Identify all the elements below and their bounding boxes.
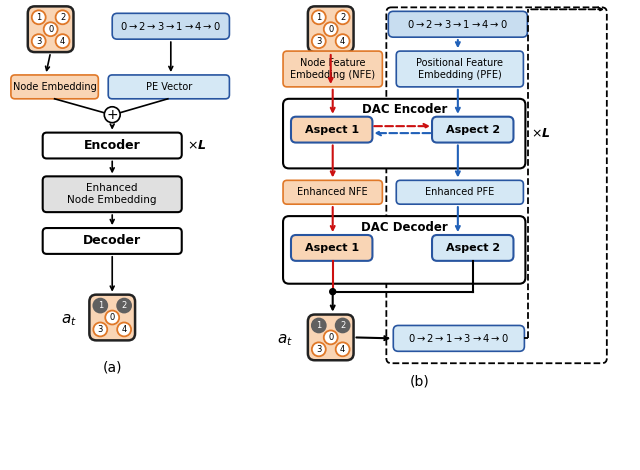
Text: 0: 0 <box>48 25 53 34</box>
Circle shape <box>56 34 70 48</box>
Circle shape <box>336 319 349 332</box>
FancyBboxPatch shape <box>283 180 382 204</box>
FancyBboxPatch shape <box>432 235 513 261</box>
Text: 1: 1 <box>36 13 42 22</box>
Circle shape <box>312 319 326 332</box>
Circle shape <box>312 34 326 48</box>
FancyBboxPatch shape <box>308 314 353 360</box>
Text: $0{\to}2{\to}3{\to}1{\to}4{\to}0$: $0{\to}2{\to}3{\to}1{\to}4{\to}0$ <box>120 20 221 32</box>
FancyBboxPatch shape <box>396 51 524 87</box>
FancyBboxPatch shape <box>283 216 525 284</box>
Circle shape <box>336 34 349 48</box>
FancyBboxPatch shape <box>28 7 74 52</box>
FancyBboxPatch shape <box>388 11 527 37</box>
Text: 2: 2 <box>122 301 127 310</box>
Text: Node Embedding: Node Embedding <box>13 82 97 92</box>
Circle shape <box>312 342 326 356</box>
Circle shape <box>117 298 131 313</box>
Text: Aspect 2: Aspect 2 <box>445 243 500 253</box>
Text: 4: 4 <box>60 37 65 46</box>
Text: Node Embedding: Node Embedding <box>67 195 157 205</box>
Circle shape <box>324 330 338 345</box>
FancyBboxPatch shape <box>394 325 524 351</box>
Circle shape <box>330 289 336 295</box>
Text: $\times\boldsymbol{L}$: $\times\boldsymbol{L}$ <box>531 127 551 140</box>
Text: $0{\to}2{\to}3{\to}1{\to}4{\to}0$: $0{\to}2{\to}3{\to}1{\to}4{\to}0$ <box>408 18 508 30</box>
Text: 3: 3 <box>36 37 42 46</box>
Circle shape <box>312 10 326 24</box>
Circle shape <box>117 322 131 337</box>
Text: (b): (b) <box>410 374 430 388</box>
Text: Aspect 2: Aspect 2 <box>445 125 500 134</box>
Text: Enhanced PFE: Enhanced PFE <box>425 187 495 197</box>
Text: 2: 2 <box>340 321 345 330</box>
Text: $a_t$: $a_t$ <box>277 332 293 348</box>
Text: Decoder: Decoder <box>83 235 141 248</box>
Text: 3: 3 <box>98 325 103 334</box>
Circle shape <box>32 34 45 48</box>
Circle shape <box>44 22 58 36</box>
FancyBboxPatch shape <box>283 99 525 168</box>
Text: 0: 0 <box>328 25 333 34</box>
Text: Enhanced: Enhanced <box>86 183 138 193</box>
FancyBboxPatch shape <box>43 133 182 158</box>
Circle shape <box>336 10 349 24</box>
Circle shape <box>93 298 108 313</box>
Text: Enhanced NFE: Enhanced NFE <box>298 187 368 197</box>
FancyBboxPatch shape <box>43 228 182 254</box>
FancyBboxPatch shape <box>43 176 182 212</box>
Circle shape <box>104 107 120 123</box>
Text: 2: 2 <box>340 13 345 22</box>
Text: 4: 4 <box>122 325 127 334</box>
Text: $0{\to}2{\to}1{\to}3{\to}4{\to}0$: $0{\to}2{\to}1{\to}3{\to}4{\to}0$ <box>408 332 509 345</box>
Text: 4: 4 <box>340 345 345 354</box>
Circle shape <box>56 10 70 24</box>
Text: 1: 1 <box>316 321 321 330</box>
FancyBboxPatch shape <box>432 117 513 142</box>
Text: Embedding (NFE): Embedding (NFE) <box>290 70 375 80</box>
Text: $\times\boldsymbol{L}$: $\times\boldsymbol{L}$ <box>187 139 206 152</box>
Text: 0: 0 <box>109 313 115 322</box>
Text: PE Vector: PE Vector <box>146 82 192 92</box>
Text: Node Feature: Node Feature <box>300 58 365 68</box>
Circle shape <box>105 311 119 324</box>
Text: +: + <box>106 108 118 122</box>
FancyBboxPatch shape <box>112 13 229 39</box>
Text: Encoder: Encoder <box>84 139 141 152</box>
FancyBboxPatch shape <box>291 117 372 142</box>
FancyBboxPatch shape <box>108 75 229 99</box>
Circle shape <box>336 342 349 356</box>
FancyBboxPatch shape <box>11 75 99 99</box>
FancyBboxPatch shape <box>291 235 372 261</box>
Text: 1: 1 <box>316 13 321 22</box>
Text: 0: 0 <box>328 333 333 342</box>
Text: (a): (a) <box>102 360 122 374</box>
FancyBboxPatch shape <box>308 7 353 52</box>
Text: 4: 4 <box>340 37 345 46</box>
Text: 3: 3 <box>316 345 321 354</box>
Text: DAC Decoder: DAC Decoder <box>361 220 447 234</box>
FancyBboxPatch shape <box>283 51 382 87</box>
Text: 3: 3 <box>316 37 321 46</box>
Text: Aspect 1: Aspect 1 <box>305 125 359 134</box>
FancyBboxPatch shape <box>396 180 524 204</box>
Circle shape <box>324 22 338 36</box>
Circle shape <box>93 322 108 337</box>
Text: DAC Encoder: DAC Encoder <box>362 103 447 116</box>
Text: Positional Feature: Positional Feature <box>417 58 503 68</box>
Text: $a_t$: $a_t$ <box>61 313 76 329</box>
FancyBboxPatch shape <box>90 295 135 340</box>
Text: 2: 2 <box>60 13 65 22</box>
Text: Embedding (PFE): Embedding (PFE) <box>418 70 502 80</box>
Circle shape <box>32 10 45 24</box>
Text: Aspect 1: Aspect 1 <box>305 243 359 253</box>
Text: 1: 1 <box>98 301 103 310</box>
